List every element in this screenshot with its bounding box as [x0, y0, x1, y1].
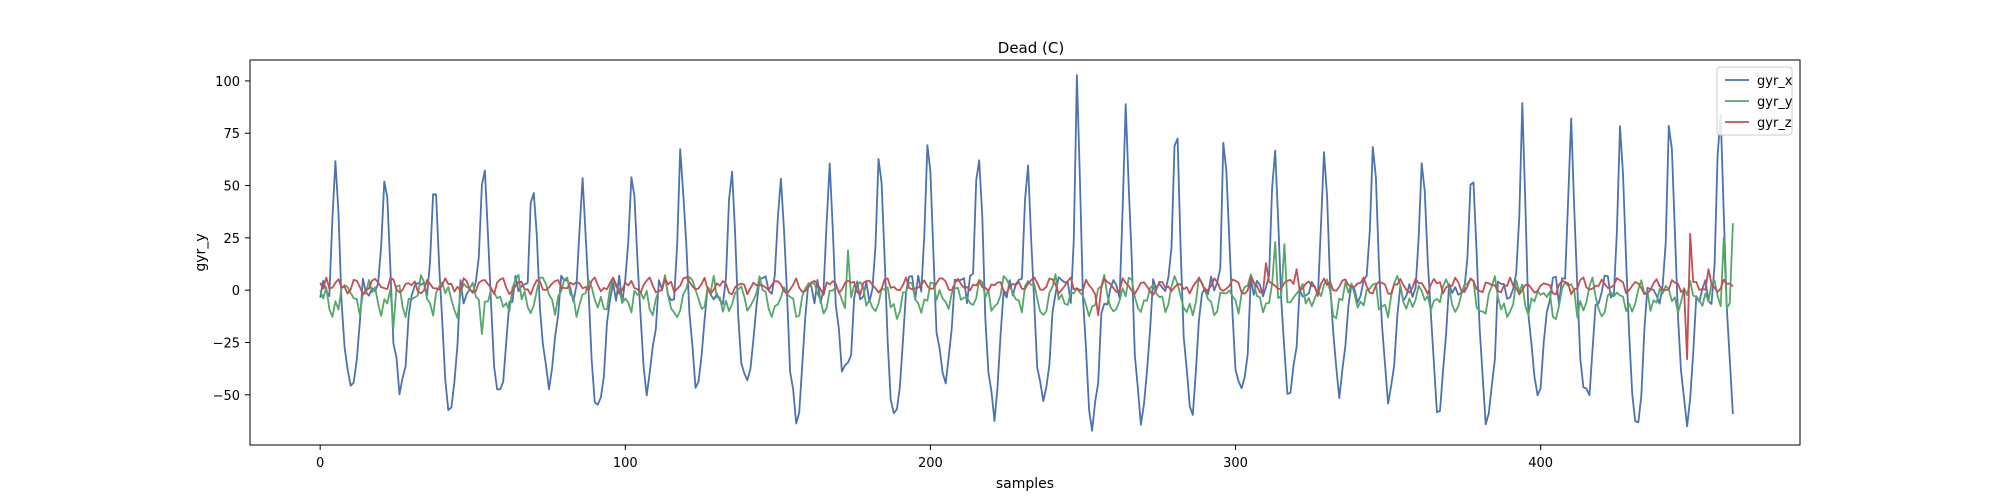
chart-title: Dead (C): [998, 39, 1064, 57]
y-tick-label: 50: [223, 180, 240, 195]
x-tick-label: 100: [613, 456, 638, 471]
legend-box: [1716, 66, 1793, 136]
x-axis: 0 100 200 300 400: [316, 445, 1553, 471]
legend-label: gyr_z: [1757, 116, 1792, 131]
x-tick-label: 300: [1223, 456, 1248, 471]
axes-frame: [249, 59, 1801, 446]
plot-area: [319, 74, 1734, 432]
y-axis-label: gyr_y: [193, 233, 209, 271]
x-tick-label: 0: [316, 456, 324, 471]
series-line-gyr-y: [319, 223, 1734, 335]
y-axis: −50 −25 0 25 50 75 100: [213, 75, 250, 404]
y-tick-label: 0: [232, 284, 240, 299]
legend-label: gyr_x: [1757, 74, 1793, 89]
series-line-gyr-z: [319, 232, 1734, 361]
legend-label: gyr_y: [1757, 95, 1793, 110]
y-tick-label: 100: [215, 75, 240, 90]
x-axis-label: samples: [996, 476, 1054, 492]
x-tick-label: 200: [918, 456, 943, 471]
series-line-gyr-x: [319, 74, 1734, 432]
y-tick-label: 25: [223, 232, 240, 247]
y-tick-label: −50: [213, 389, 240, 404]
y-tick-label: −25: [213, 336, 240, 351]
legend: gyr_x gyr_y gyr_z: [1716, 66, 1793, 136]
y-tick-label: 75: [223, 127, 240, 142]
x-tick-label: 400: [1528, 456, 1553, 471]
